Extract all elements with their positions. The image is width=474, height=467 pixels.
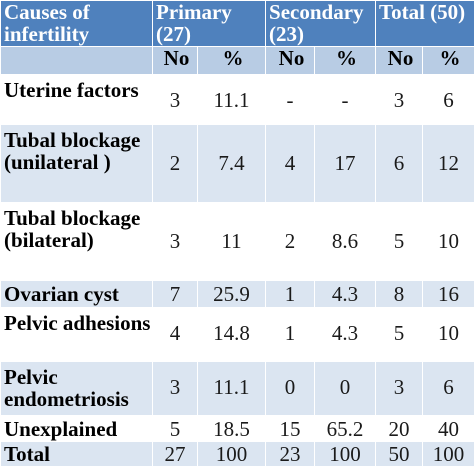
row-label: Pelvic adhesions — [1, 308, 153, 362]
table-row: Ovarian cyst 7 25.9 1 4.3 8 16 — [1, 281, 474, 308]
cell-total-pct: 12 — [423, 125, 474, 203]
cell-total-no: 20 — [376, 416, 423, 442]
cell-primary-no: 27 — [153, 442, 198, 467]
table-row-total: Total 27 100 23 100 50 100 — [1, 442, 474, 467]
subheader-primary-no: No — [153, 47, 198, 75]
cell-secondary-pct: 4.3 — [315, 308, 376, 362]
cell-secondary-no: 1 — [266, 281, 315, 308]
cell-primary-no: 4 — [153, 308, 198, 362]
row-label: Unexplained — [1, 416, 153, 442]
cell-secondary-pct: - — [315, 75, 376, 125]
cell-total-pct: 10 — [423, 308, 474, 362]
cell-total-no: 6 — [376, 125, 423, 203]
cell-primary-no: 3 — [153, 203, 198, 281]
cell-total-no: 5 — [376, 203, 423, 281]
table-row: Uterine factors 3 11.1 - - 3 6 — [1, 75, 474, 125]
cell-primary-pct: 7.4 — [198, 125, 266, 203]
row-label: Pelvic endometriosis — [1, 362, 153, 416]
cell-total-pct: 16 — [423, 281, 474, 308]
cell-primary-pct: 11.1 — [198, 362, 266, 416]
subheader-total-pct: % — [423, 47, 474, 75]
table-row: Pelvic endometriosis 3 11.1 0 0 3 6 — [1, 362, 474, 416]
row-label: Tubal blockage (unilateral ) — [1, 125, 153, 203]
subheader-primary-pct: % — [198, 47, 266, 75]
cell-secondary-pct: 8.6 — [315, 203, 376, 281]
cell-primary-pct: 11 — [198, 203, 266, 281]
cell-primary-no: 2 — [153, 125, 198, 203]
cell-primary-no: 5 — [153, 416, 198, 442]
cell-primary-pct: 25.9 — [198, 281, 266, 308]
subheader-secondary-no: No — [266, 47, 315, 75]
cell-secondary-pct: 0 — [315, 362, 376, 416]
cell-total-no: 8 — [376, 281, 423, 308]
cell-secondary-no: 2 — [266, 203, 315, 281]
cell-secondary-pct: 65.2 — [315, 416, 376, 442]
cell-primary-pct: 18.5 — [198, 416, 266, 442]
cell-primary-no: 7 — [153, 281, 198, 308]
cell-total-pct: 6 — [423, 75, 474, 125]
subheader-blank — [1, 47, 153, 75]
cell-total-pct: 40 — [423, 416, 474, 442]
cell-total-no: 5 — [376, 308, 423, 362]
cell-secondary-no: 1 — [266, 308, 315, 362]
subheader-secondary-pct: % — [315, 47, 376, 75]
row-label: Ovarian cyst — [1, 281, 153, 308]
header-causes: Causes of infertility — [1, 1, 153, 47]
cell-total-pct: 6 — [423, 362, 474, 416]
row-label: Total — [1, 442, 153, 467]
table-row: Unexplained 5 18.5 15 65.2 20 40 — [1, 416, 474, 442]
cell-secondary-no: 4 — [266, 125, 315, 203]
table-row: Tubal blockage (bilateral) 3 11 2 8.6 5 … — [1, 203, 474, 281]
cell-primary-no: 3 — [153, 75, 198, 125]
cell-secondary-no: 15 — [266, 416, 315, 442]
cell-secondary-pct: 100 — [315, 442, 376, 467]
cell-primary-pct: 14.8 — [198, 308, 266, 362]
cell-secondary-no: 0 — [266, 362, 315, 416]
header-secondary: Secondary (23) — [266, 1, 376, 47]
row-label: Uterine factors — [1, 75, 153, 125]
table-row: Tubal blockage (unilateral ) 2 7.4 4 17 … — [1, 125, 474, 203]
cell-total-no: 3 — [376, 75, 423, 125]
header-total: Total (50) — [376, 1, 474, 47]
cell-primary-pct: 100 — [198, 442, 266, 467]
cell-secondary-no: - — [266, 75, 315, 125]
header-primary: Primary (27) — [153, 1, 266, 47]
cell-total-pct: 10 — [423, 203, 474, 281]
cell-primary-no: 3 — [153, 362, 198, 416]
cell-secondary-pct: 4.3 — [315, 281, 376, 308]
cell-total-pct: 100 — [423, 442, 474, 467]
subheader-total-no: No — [376, 47, 423, 75]
table-row: Pelvic adhesions 4 14.8 1 4.3 5 10 — [1, 308, 474, 362]
row-label: Tubal blockage (bilateral) — [1, 203, 153, 281]
cell-secondary-no: 23 — [266, 442, 315, 467]
cell-primary-pct: 11.1 — [198, 75, 266, 125]
cell-secondary-pct: 17 — [315, 125, 376, 203]
cell-total-no: 50 — [376, 442, 423, 467]
cell-total-no: 3 — [376, 362, 423, 416]
